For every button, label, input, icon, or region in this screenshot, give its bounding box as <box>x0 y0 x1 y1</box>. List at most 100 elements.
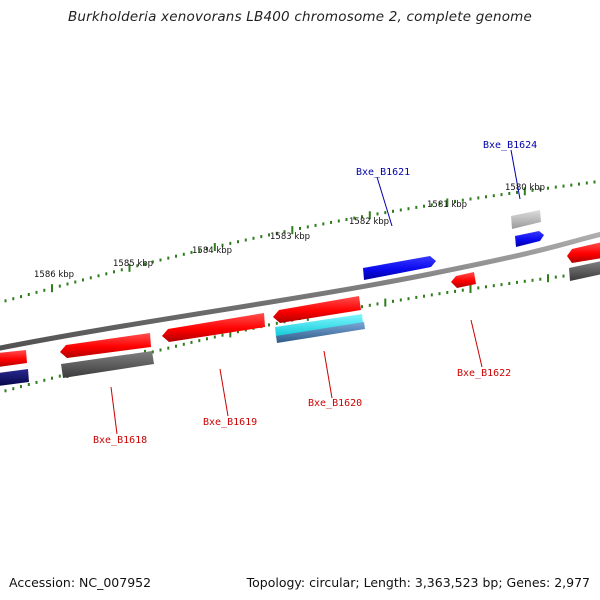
major-tick <box>368 211 371 220</box>
tick-label-1581: 1581 kbp <box>427 200 467 210</box>
gene-label-b1621[interactable]: Bxe_B1621 <box>356 167 410 178</box>
minor-tick <box>283 230 286 234</box>
minor-tick <box>35 290 38 294</box>
minor-tick <box>20 295 22 299</box>
minor-tick <box>523 279 526 283</box>
minor-tick <box>182 252 185 256</box>
minor-tick <box>508 192 511 195</box>
gene-steel[interactable] <box>276 322 365 343</box>
leader-b1619 <box>219 368 229 417</box>
minor-tick <box>151 350 154 354</box>
minor-tick <box>159 258 162 262</box>
minor-tick <box>423 204 425 208</box>
minor-tick <box>446 291 449 294</box>
tick-label-1580: 1580 kbp <box>505 183 545 193</box>
minor-tick <box>454 199 456 203</box>
minor-tick <box>35 380 38 384</box>
minor-tick <box>198 249 201 253</box>
gene-b1620[interactable] <box>273 296 361 323</box>
minor-tick <box>43 378 46 382</box>
minor-tick <box>415 295 418 299</box>
minor-tick <box>399 208 402 212</box>
gene-left-edge-navy[interactable] <box>0 369 29 386</box>
minor-tick <box>237 240 239 244</box>
gene-right-edge-dark[interactable] <box>569 261 600 281</box>
gene-label-b1622[interactable]: Bxe_B1622 <box>457 368 511 379</box>
gene-right-edge-red[interactable] <box>567 242 600 263</box>
tick-label-1584: 1584 kbp <box>192 246 232 256</box>
major-tick <box>469 285 472 293</box>
minor-tick <box>27 293 30 296</box>
minor-tick <box>97 274 100 278</box>
minor-tick <box>198 339 201 343</box>
minor-tick <box>392 299 394 303</box>
leader-b1618 <box>110 386 118 435</box>
minor-tick <box>492 284 495 288</box>
minor-tick <box>376 212 379 216</box>
minor-tick <box>275 231 278 235</box>
minor-tick <box>322 222 325 226</box>
minor-tick <box>585 181 588 185</box>
gene-label-b1618[interactable]: Bxe_B1618 <box>93 435 147 446</box>
minor-tick <box>268 233 270 237</box>
minor-tick <box>136 264 139 268</box>
chromosome-backbone <box>0 231 600 351</box>
major-tick <box>547 274 549 283</box>
minor-tick <box>12 297 15 301</box>
minor-tick <box>167 256 170 260</box>
minor-tick <box>407 297 410 301</box>
gene-label-b1620[interactable]: Bxe_B1620 <box>308 398 362 409</box>
minor-tick <box>314 223 317 227</box>
minor-tick <box>531 188 534 192</box>
minor-tick <box>213 335 216 339</box>
minor-tick <box>376 302 379 306</box>
gene-b1622[interactable] <box>451 272 476 288</box>
minor-tick <box>337 219 340 223</box>
tick-label-1583: 1583 kbp <box>270 232 310 242</box>
minor-tick <box>562 184 565 188</box>
minor-tick <box>430 293 433 297</box>
gene-label-b1619[interactable]: Bxe_B1619 <box>203 417 257 428</box>
forward-strand-genes <box>363 210 600 280</box>
minor-tick <box>113 270 115 274</box>
gene-b1621[interactable] <box>363 256 436 280</box>
minor-tick <box>477 196 480 200</box>
minor-tick <box>531 278 534 282</box>
minor-tick <box>4 299 7 303</box>
minor-tick <box>43 288 46 292</box>
minor-tick <box>190 250 193 254</box>
gene-light-grey[interactable] <box>511 210 541 229</box>
gene-b1624[interactable] <box>515 231 544 247</box>
minor-tick <box>51 376 53 380</box>
gene-b1618[interactable] <box>60 333 151 358</box>
minor-tick <box>275 321 278 325</box>
minor-tick <box>539 277 542 281</box>
major-tick <box>446 198 449 207</box>
minor-tick <box>27 383 30 386</box>
minor-tick <box>221 243 224 247</box>
minor-tick <box>508 282 511 285</box>
topology-text: Topology: circular; Length: 3,363,523 bp… <box>246 575 590 590</box>
minor-tick <box>229 241 232 245</box>
minor-tick <box>306 225 309 229</box>
minor-tick <box>89 276 92 280</box>
minor-tick <box>485 195 487 199</box>
minor-tick <box>384 211 387 215</box>
gene-dark-b1618[interactable] <box>61 351 154 378</box>
minor-tick <box>578 182 580 186</box>
minor-tick <box>361 305 363 309</box>
gene-cyan[interactable] <box>275 314 363 337</box>
gene-b1619[interactable] <box>162 313 265 342</box>
minor-tick <box>12 387 15 391</box>
minor-tick <box>252 236 255 240</box>
minor-tick <box>461 198 464 202</box>
minor-tick <box>461 288 464 292</box>
gene-left-edge-red[interactable] <box>0 350 27 367</box>
minor-tick <box>454 289 456 293</box>
label-leader-lines <box>110 149 521 435</box>
gene-label-b1624[interactable]: Bxe_B1624 <box>483 140 537 151</box>
minor-tick <box>554 185 557 189</box>
major-tick <box>523 187 526 196</box>
minor-tick <box>58 374 61 378</box>
